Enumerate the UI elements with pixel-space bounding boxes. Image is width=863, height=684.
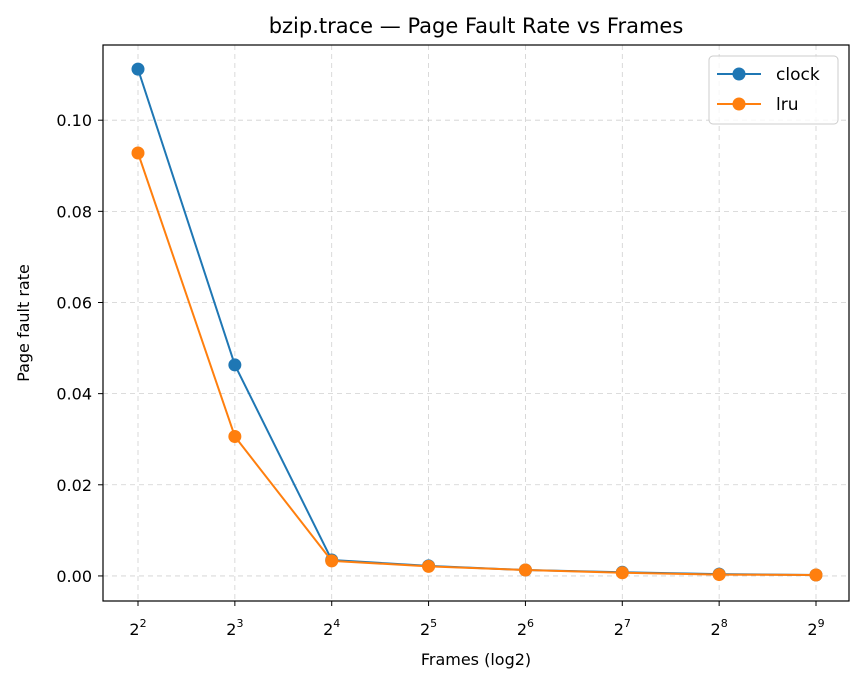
series [131,62,823,582]
series-line-lru [137,152,817,577]
x-tick-label: 28 [711,617,728,639]
plot-frame [102,44,850,602]
legend-marker-lru [732,97,746,111]
y-tick-label: 0.02 [56,476,92,495]
y-tick-label: 0.06 [56,293,92,312]
data-point-clock [228,358,242,372]
legend-marker-clock [732,67,746,81]
x-tick-label: 29 [807,617,824,639]
data-point-lru [712,568,726,582]
data-point-lru [131,146,145,160]
x-tick-label: 26 [517,617,534,639]
legend-label-clock: clock [776,65,820,85]
data-point-lru [422,559,436,573]
y-tick-label: 0.04 [56,385,92,404]
y-tick-label: 0.08 [56,202,92,221]
data-point-clock [131,62,145,76]
x-tick-label: 25 [420,617,437,639]
x-tick-label: 22 [129,617,146,639]
legend-label-lru: lru [776,95,799,115]
y-axis-label: Page fault rate [14,264,33,382]
x-tick-label: 24 [323,617,340,639]
y-tick-label: 0.00 [56,567,92,586]
chart-title: bzip.trace — Page Fault Rate vs Frames [269,14,684,38]
data-point-lru [809,568,823,582]
data-point-lru [615,566,629,580]
ticks: 22 23 24 25 26 27 28 29 0.00 0.02 0.04 0.06 0.08 0.10 [56,111,824,639]
data-point-lru [228,429,242,443]
y-tick-label: 0.10 [56,111,92,130]
x-tick-label: 23 [226,617,243,639]
data-point-lru [325,554,339,568]
x-axis-label: Frames (log2) [421,650,531,669]
legend: clock lru [708,55,839,125]
data-point-lru [518,563,532,577]
x-tick-label: 27 [614,617,631,639]
